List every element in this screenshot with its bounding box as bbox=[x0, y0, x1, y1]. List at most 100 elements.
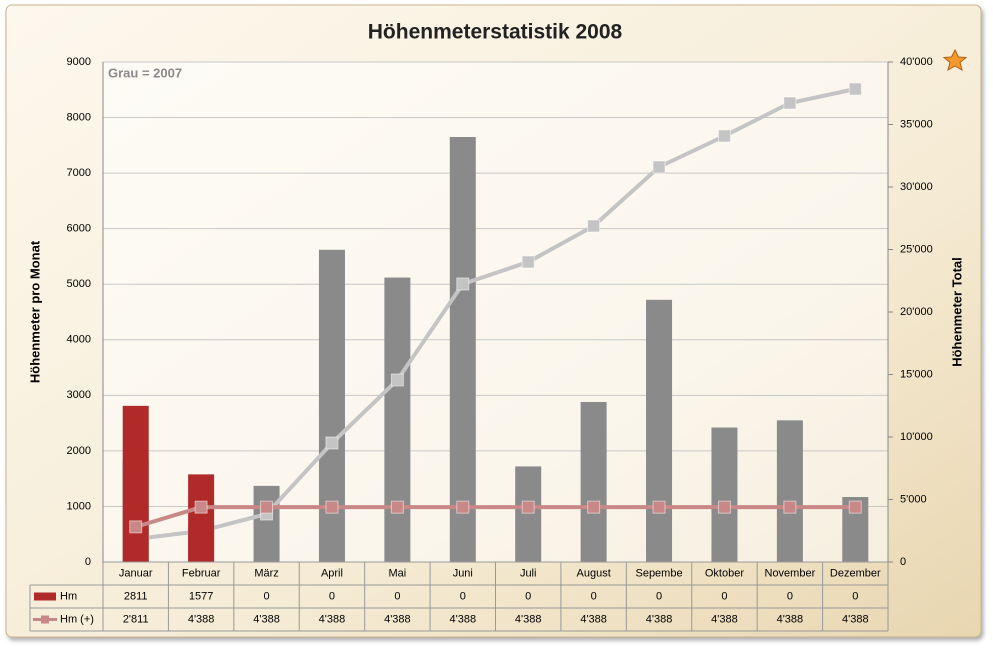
line bbox=[135, 87, 856, 541]
y-tick-label: 5000 bbox=[67, 278, 91, 290]
line-marker bbox=[587, 219, 601, 233]
y-tick-label: 2000 bbox=[67, 445, 91, 457]
line-marker bbox=[390, 500, 404, 514]
plot-area bbox=[103, 62, 888, 562]
line-marker bbox=[717, 129, 731, 143]
table-value: 4'388 bbox=[842, 613, 869, 625]
bar bbox=[122, 405, 149, 562]
x-tick-label: Sepembe bbox=[635, 567, 682, 579]
y2-axis-label: Höhenmeter Total bbox=[949, 257, 964, 367]
line-marker bbox=[783, 500, 797, 514]
table-value: 0 bbox=[721, 590, 727, 602]
line-marker bbox=[456, 500, 470, 514]
table-value: 4'388 bbox=[319, 613, 346, 625]
line-marker bbox=[325, 436, 339, 450]
y-axis-label: Höhenmeter pro Monat bbox=[27, 240, 42, 383]
y-tick-label: 8000 bbox=[67, 111, 91, 123]
table-value: 2'811 bbox=[123, 613, 149, 625]
x-tick-label: Januar bbox=[119, 567, 153, 579]
y-tick-label: 3000 bbox=[67, 389, 91, 401]
table-value: 4'388 bbox=[580, 613, 607, 625]
x-tick-label: März bbox=[254, 567, 278, 579]
table-value: 4'388 bbox=[515, 613, 542, 625]
table-value: 4'388 bbox=[384, 613, 411, 625]
table-value: 0 bbox=[591, 590, 597, 602]
line-marker bbox=[521, 255, 535, 269]
bar bbox=[711, 427, 738, 562]
bar bbox=[580, 402, 607, 562]
bar bbox=[646, 299, 673, 562]
y2-tick-label: 30'000 bbox=[900, 181, 933, 193]
y-tick-label: 7000 bbox=[67, 167, 91, 179]
y-tick-label: 1000 bbox=[67, 500, 91, 512]
bar bbox=[449, 137, 476, 562]
y-tick-label: 6000 bbox=[67, 223, 91, 235]
y2-tick-label: 40'000 bbox=[900, 56, 933, 68]
y2-tick-label: 10'000 bbox=[900, 431, 933, 443]
line-marker bbox=[260, 500, 274, 514]
bar bbox=[188, 474, 215, 562]
y2-tick-label: 5'000 bbox=[900, 493, 927, 505]
table-value: 0 bbox=[525, 590, 531, 602]
legend-swatch bbox=[41, 615, 49, 624]
table-value: 0 bbox=[656, 590, 662, 602]
star-icon bbox=[942, 48, 968, 72]
line-marker bbox=[194, 500, 208, 514]
table-value: 4'388 bbox=[646, 613, 673, 625]
y2-tick-label: 15'000 bbox=[900, 368, 933, 380]
table-value: 4'388 bbox=[253, 613, 280, 625]
table-value: 2811 bbox=[124, 590, 148, 602]
table-value: 4'388 bbox=[450, 613, 477, 625]
y2-tick-label: 20'000 bbox=[900, 306, 933, 318]
table-value: 0 bbox=[394, 590, 400, 602]
x-tick-label: Juni bbox=[453, 567, 473, 579]
table-value: 4'388 bbox=[777, 613, 804, 625]
line-marker bbox=[390, 373, 404, 387]
y-tick-label: 9000 bbox=[67, 56, 91, 68]
table-value: 0 bbox=[852, 590, 858, 602]
x-tick-label: Dezember bbox=[830, 567, 881, 579]
table-value: 0 bbox=[263, 590, 269, 602]
chart-title: Höhenmeterstatistik 2008 bbox=[368, 21, 623, 44]
y-tick-label: 0 bbox=[85, 556, 91, 568]
bar bbox=[318, 249, 345, 562]
legend-label: Hm bbox=[60, 590, 77, 602]
bar bbox=[253, 485, 280, 562]
x-tick-label: Oktober bbox=[705, 567, 744, 579]
line-marker bbox=[652, 160, 666, 174]
y2-tick-label: 0 bbox=[900, 556, 906, 568]
line-marker bbox=[587, 500, 601, 514]
line-marker bbox=[129, 520, 143, 534]
table-value: 4'388 bbox=[188, 613, 215, 625]
table-value: 0 bbox=[329, 590, 335, 602]
line-marker bbox=[848, 82, 862, 96]
line-marker bbox=[848, 500, 862, 514]
x-tick-label: Juli bbox=[520, 567, 537, 579]
bar bbox=[776, 420, 803, 562]
bar bbox=[515, 466, 542, 562]
line-marker bbox=[521, 500, 535, 514]
x-tick-label: August bbox=[577, 567, 611, 579]
y2-tick-label: 25'000 bbox=[900, 243, 933, 255]
annotation: Grau = 2007 bbox=[108, 65, 182, 80]
bar bbox=[384, 277, 411, 562]
line-marker bbox=[456, 277, 470, 291]
x-tick-label: April bbox=[321, 567, 343, 579]
legend-swatch bbox=[34, 592, 56, 601]
line bbox=[135, 505, 856, 529]
line-marker bbox=[717, 500, 731, 514]
x-tick-label: November bbox=[765, 567, 816, 579]
x-tick-label: Mai bbox=[389, 567, 407, 579]
table-value: 4'388 bbox=[711, 613, 738, 625]
table-value: 0 bbox=[460, 590, 466, 602]
line-marker bbox=[783, 96, 797, 110]
table-value: 1577 bbox=[189, 590, 213, 602]
table-value: 0 bbox=[787, 590, 793, 602]
line-marker bbox=[652, 500, 666, 514]
y-tick-label: 4000 bbox=[67, 334, 91, 346]
y2-tick-label: 35'000 bbox=[900, 118, 933, 130]
x-tick-label: Februar bbox=[182, 567, 221, 579]
legend-label: Hm (+) bbox=[60, 613, 94, 625]
line-marker bbox=[325, 500, 339, 514]
